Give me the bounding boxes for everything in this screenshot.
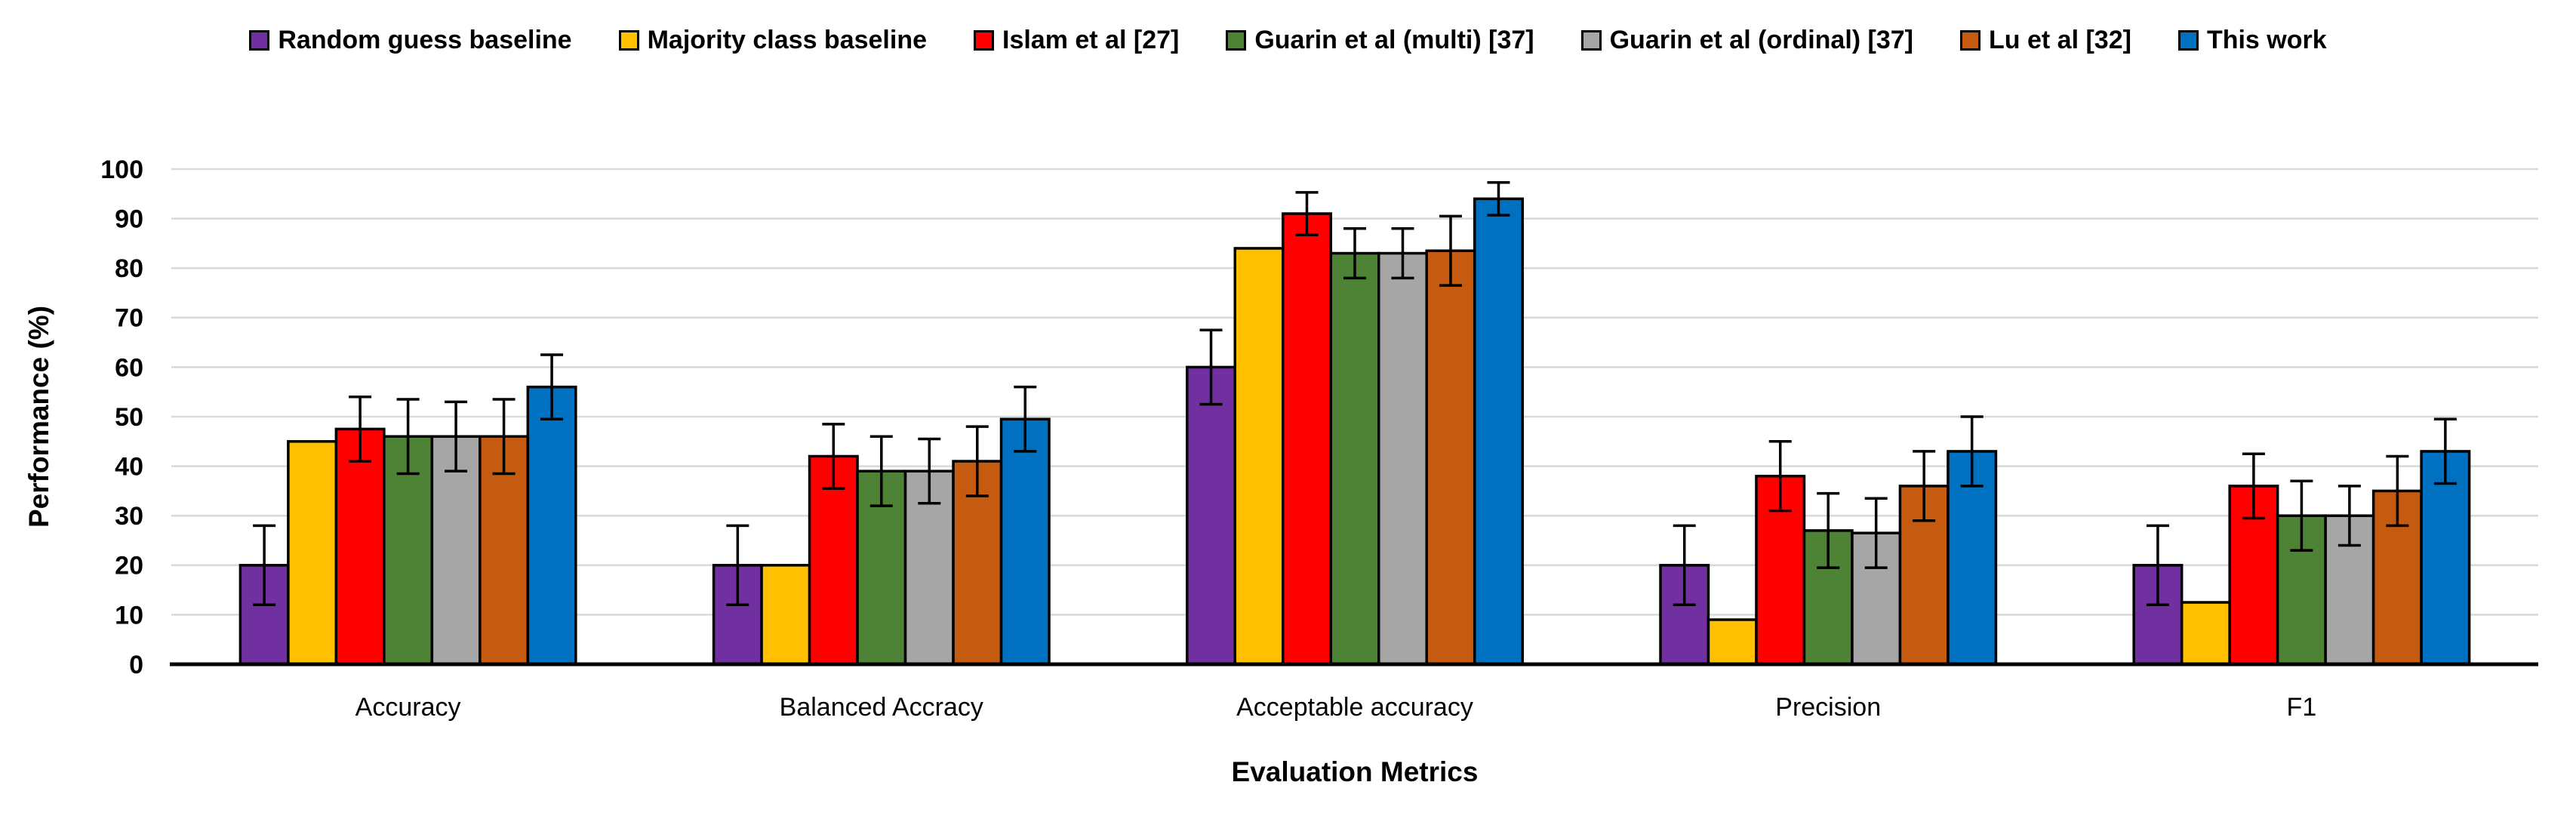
legend-label: This work xyxy=(2206,26,2327,54)
legend-color-swatch xyxy=(1960,30,1980,51)
legend-item-lu-et-al: Lu et al [32] xyxy=(1960,26,2131,55)
y-tick-label: 80 xyxy=(115,254,143,283)
category-label: Precision xyxy=(1775,693,1881,722)
category-label: Balanced Accracy xyxy=(780,693,983,722)
y-tick-label: 50 xyxy=(115,403,143,432)
legend-label: Islam et al [27] xyxy=(1002,26,1180,54)
chart-legend: Random guess baseline Majority class bas… xyxy=(0,26,2576,55)
legend-label: Guarin et al (multi) [37] xyxy=(1254,26,1534,54)
bar xyxy=(1473,197,1524,666)
legend-color-swatch xyxy=(1580,30,1602,51)
bar xyxy=(1186,365,1237,666)
legend-item-guarin-et-al-multi: Guarin et al (multi) [37] xyxy=(1226,26,1534,55)
legend-label: Random guess baseline xyxy=(278,26,572,54)
bar xyxy=(808,454,859,666)
bar xyxy=(999,417,1051,666)
y-tick-label: 0 xyxy=(129,651,143,679)
bar xyxy=(2180,601,2231,666)
legend-label: Lu et al [32] xyxy=(1989,26,2131,54)
category-label: Acceptable accuracy xyxy=(1236,693,1473,722)
legend-color-swatch xyxy=(2177,30,2199,51)
y-tick-label: 30 xyxy=(115,502,143,531)
bar xyxy=(1282,212,1333,666)
legend-item-this-work: This work xyxy=(2177,26,2327,55)
y-tick-label: 20 xyxy=(115,552,143,580)
legend-label: Majority class baseline xyxy=(647,26,927,54)
y-tick-label: 70 xyxy=(115,304,143,333)
y-tick-label: 100 xyxy=(100,155,143,184)
bar xyxy=(1233,247,1285,666)
legend-color-swatch xyxy=(974,30,994,51)
bar xyxy=(430,435,482,666)
legend-color-swatch xyxy=(1226,30,1247,51)
bar xyxy=(856,470,907,666)
bar xyxy=(287,440,338,666)
legend-color-swatch xyxy=(618,30,639,51)
legend-color-swatch xyxy=(249,30,270,51)
bar xyxy=(760,564,811,666)
y-tick-label: 60 xyxy=(115,353,143,382)
legend-label: Guarin et al (ordinal) [37] xyxy=(1609,26,1913,54)
bar xyxy=(526,385,577,666)
y-tick-label: 90 xyxy=(115,205,143,234)
y-tick-label: 10 xyxy=(115,601,143,630)
legend-item-majority-class-baseline: Majority class baseline xyxy=(618,26,927,55)
bar xyxy=(1425,249,1476,666)
category-label: F1 xyxy=(2287,693,2317,722)
y-tick-label: 40 xyxy=(115,453,143,482)
bar xyxy=(2420,450,2471,666)
category-label: Accuracy xyxy=(355,693,461,722)
legend-item-islam-et-al: Islam et al [27] xyxy=(974,26,1179,55)
legend-item-random-guess-baseline: Random guess baseline xyxy=(249,26,572,55)
legend-item-guarin-et-al-ordinal: Guarin et al (ordinal) [37] xyxy=(1580,26,1913,55)
bar xyxy=(334,427,386,666)
bar xyxy=(1329,251,1380,666)
bar xyxy=(1377,251,1428,666)
bar xyxy=(1707,618,1758,666)
x-axis-title: Evaluation Metrics xyxy=(1231,756,1479,787)
